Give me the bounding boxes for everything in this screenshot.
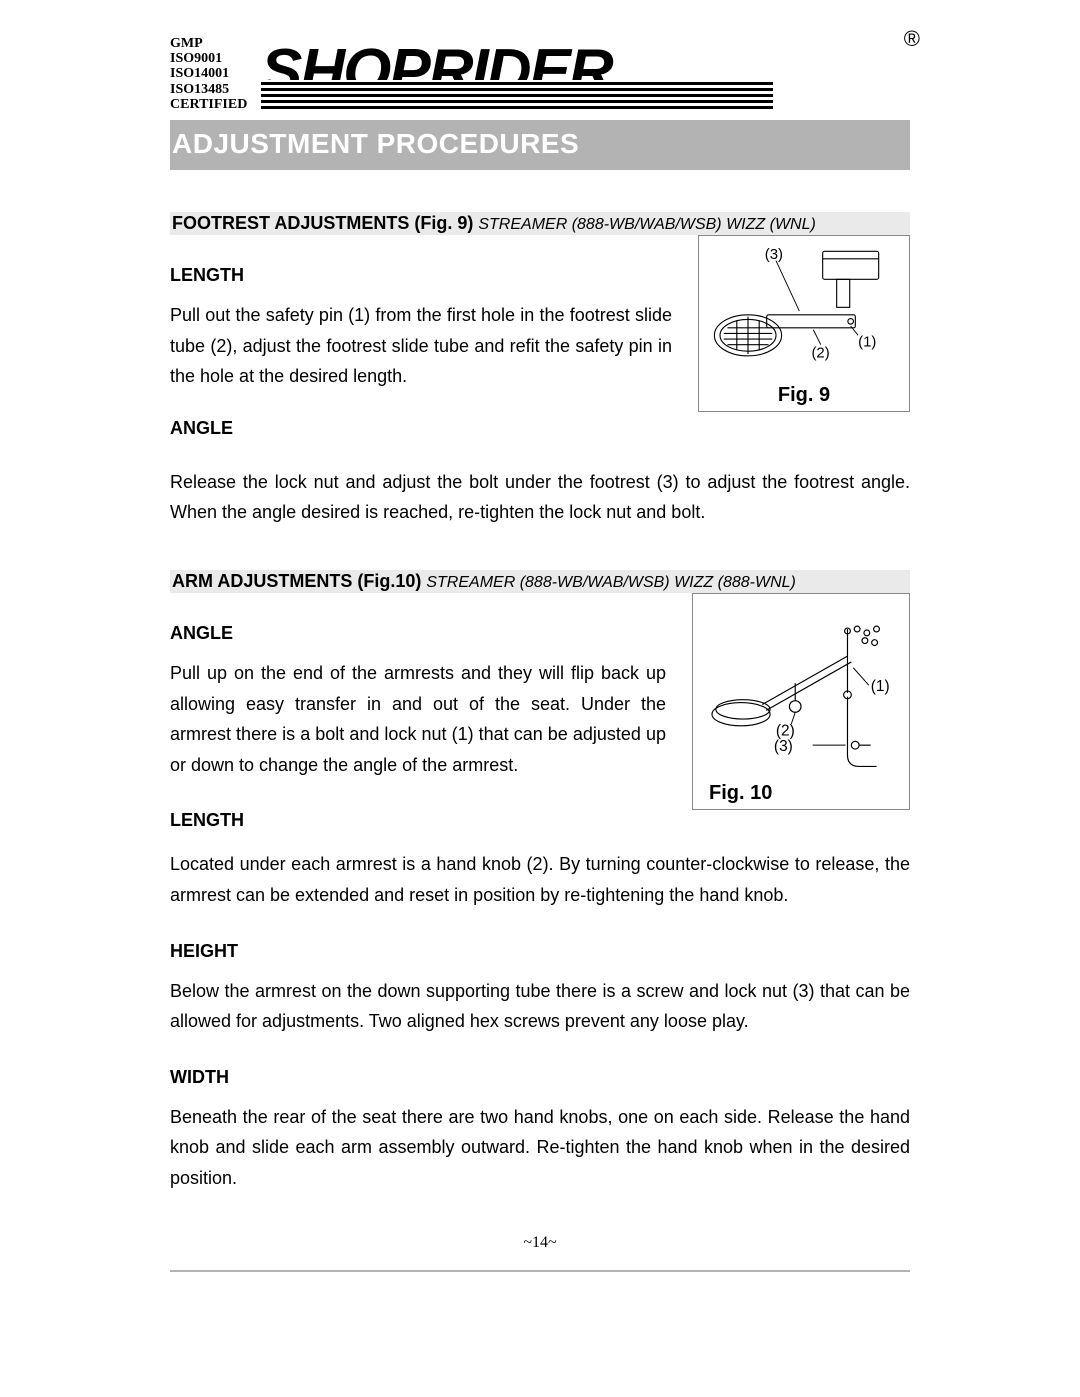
arm-length-heading: LENGTH	[170, 810, 666, 831]
arm-width-heading: WIDTH	[170, 1067, 910, 1088]
cert-line: ISO9001	[170, 51, 247, 66]
cert-line: ISO13485	[170, 82, 247, 97]
arm-height-paragraph: Below the armrest on the down supporting…	[170, 976, 910, 1037]
figure-10-caption: Fig. 10	[709, 782, 903, 805]
section-banner: ADJUSTMENT PROCEDURES	[170, 120, 910, 170]
angle-paragraph: Release the lock nut and adjust the bolt…	[170, 467, 910, 528]
certifications-block: GMP ISO9001 ISO14001 ISO13485 CERTIFIED	[170, 36, 247, 113]
section-title-bold: FOOTREST ADJUSTMENTS (Fig. 9)	[172, 213, 478, 233]
arm-section-title: ARM ADJUSTMENTS (Fig.10) STREAMER (888-W…	[170, 570, 910, 593]
svg-text:(3): (3)	[774, 738, 793, 755]
cert-line: ISO14001	[170, 66, 247, 81]
angle-heading: ANGLE	[170, 418, 672, 439]
page-header: GMP ISO9001 ISO14001 ISO13485 CERTIFIED …	[170, 34, 910, 114]
arm-angle-heading: ANGLE	[170, 623, 666, 644]
shoprider-logo: SHOPRIDER SHOPRIDER ®	[261, 34, 910, 114]
fig9-label-2: (2)	[811, 345, 829, 362]
svg-text:SHOPRIDER: SHOPRIDER	[261, 37, 614, 106]
length-paragraph: Pull out the safety pin (1) from the fir…	[170, 300, 672, 392]
arm-angle-paragraph: Pull up on the end of the armrests and t…	[170, 658, 666, 780]
page-number: ~14~	[170, 1234, 910, 1252]
arm-height-heading: HEIGHT	[170, 941, 910, 962]
length-heading: LENGTH	[170, 265, 672, 286]
figure-9: (3) (1) (2) Fig. 9	[698, 235, 910, 412]
fig9-label-3: (3)	[765, 246, 783, 263]
arm-width-paragraph: Beneath the rear of the seat there are t…	[170, 1102, 910, 1194]
fig9-label-1: (1)	[858, 334, 876, 351]
section-title-bold: ARM ADJUSTMENTS (Fig.10)	[172, 571, 426, 591]
arm-length-paragraph: Located under each armrest is a hand kno…	[170, 849, 910, 910]
figure-9-caption: Fig. 9	[705, 384, 903, 407]
registered-mark: ®	[904, 26, 920, 52]
cert-line: GMP	[170, 36, 247, 51]
cert-line: CERTIFIED	[170, 97, 247, 112]
svg-text:(1): (1)	[871, 678, 890, 695]
section-title-italic: STREAMER (888-WB/WAB/WSB) WIZZ (WNL)	[478, 216, 815, 233]
footrest-section-title: FOOTREST ADJUSTMENTS (Fig. 9) STREAMER (…	[170, 212, 910, 235]
figure-10: (1) (2) (3) Fig. 10	[692, 593, 910, 810]
svg-text:(2): (2)	[776, 722, 795, 739]
footer-rule	[170, 1270, 910, 1272]
section-title-italic: STREAMER (888-WB/WAB/WSB) WIZZ (888-WNL)	[426, 574, 796, 591]
